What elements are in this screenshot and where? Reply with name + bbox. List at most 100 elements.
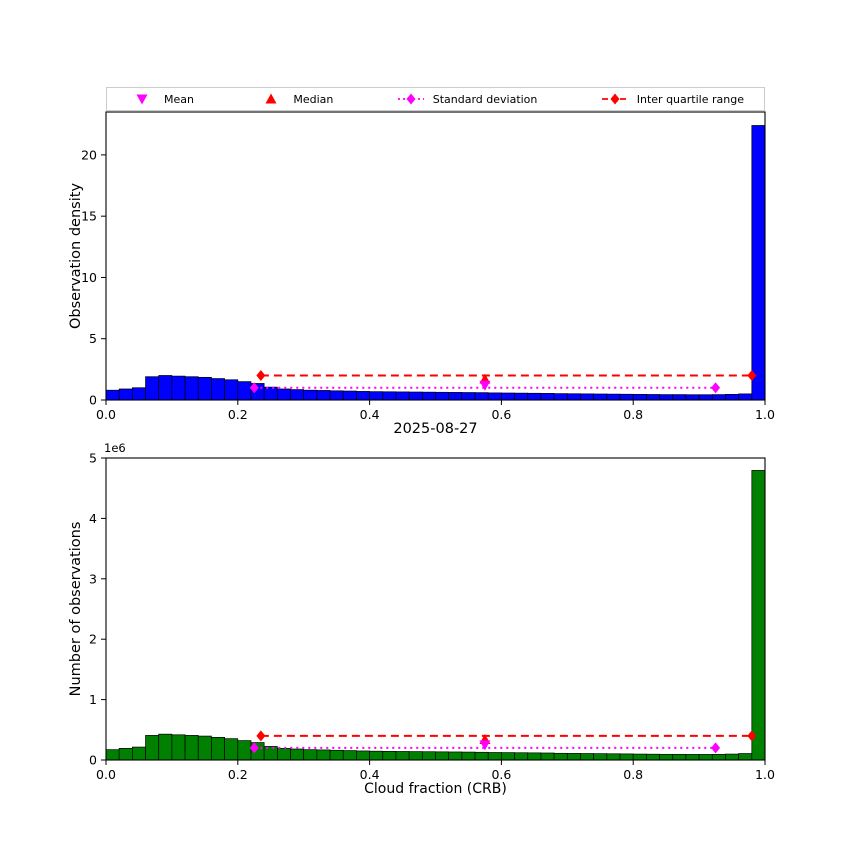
histogram-bar bbox=[369, 750, 384, 761]
median-marker-icon bbox=[265, 93, 277, 104]
histogram-bar bbox=[184, 735, 199, 761]
histogram-bar bbox=[540, 393, 555, 401]
histogram-bar bbox=[118, 388, 133, 401]
histogram-bar bbox=[540, 752, 555, 761]
y-tick-label: 4 bbox=[89, 511, 97, 526]
histogram-bar bbox=[487, 752, 502, 761]
histogram-bar bbox=[738, 753, 753, 761]
histogram-bar bbox=[395, 751, 410, 761]
histogram-bar bbox=[672, 394, 687, 401]
std-upper-marker bbox=[711, 382, 721, 394]
x-tick-label: 1.0 bbox=[755, 767, 775, 782]
x-tick-label: 0.0 bbox=[96, 767, 116, 782]
y-axis-label-counts: Number of observations bbox=[68, 522, 84, 697]
y-axis-offset-label: 1e6 bbox=[104, 441, 126, 455]
histogram-bar bbox=[171, 375, 186, 401]
legend-marker bbox=[265, 93, 277, 104]
histogram-bar bbox=[369, 391, 384, 401]
histogram-bar bbox=[685, 394, 700, 401]
legend-label: Median bbox=[293, 92, 334, 106]
legend-item-median: Median bbox=[256, 92, 333, 106]
x-tick-label: 1.0 bbox=[755, 407, 775, 422]
y-tick-label: 3 bbox=[89, 571, 97, 586]
histogram-bar bbox=[474, 392, 489, 401]
histogram-bar bbox=[514, 392, 529, 401]
legend-item-mean: Mean bbox=[127, 92, 194, 106]
histogram-bar bbox=[211, 736, 225, 761]
y-tick-label: 10 bbox=[81, 270, 97, 285]
histogram-bar bbox=[408, 751, 423, 761]
histogram-bar bbox=[158, 733, 173, 761]
histogram-bar bbox=[580, 393, 595, 401]
y-tick-label: 0 bbox=[89, 393, 97, 408]
histogram-bar bbox=[290, 389, 305, 401]
histogram-bar bbox=[158, 375, 173, 401]
histogram-bar bbox=[342, 750, 357, 761]
y-tick-label: 15 bbox=[81, 209, 97, 224]
axes-frame bbox=[105, 111, 766, 401]
y-tick-label: 5 bbox=[89, 331, 97, 346]
histogram-bar bbox=[593, 753, 608, 761]
histogram-bar bbox=[619, 753, 634, 761]
histogram-bar bbox=[566, 753, 581, 761]
histogram-bar bbox=[184, 376, 199, 401]
histogram-bar bbox=[672, 753, 687, 761]
histogram-bar bbox=[646, 753, 660, 761]
histogram-bar bbox=[263, 386, 278, 401]
histogram-bar bbox=[395, 391, 410, 401]
legend-marker bbox=[610, 93, 620, 105]
histogram-bar bbox=[224, 379, 239, 401]
histogram-bar bbox=[711, 394, 726, 401]
counts-histogram: 0.0 0.2 0.4 0.6 0.8 1.0 0 1 2 3 4 5 bbox=[89, 451, 775, 783]
std-upper-marker bbox=[711, 742, 721, 754]
histogram-bar bbox=[276, 388, 291, 401]
iqr-upper-marker bbox=[747, 730, 757, 742]
histogram-bar bbox=[105, 389, 120, 401]
y-tick-label: 1 bbox=[89, 692, 97, 707]
histogram-bar bbox=[448, 751, 463, 761]
x-tick-label: 0.4 bbox=[360, 407, 380, 422]
histogram-bar bbox=[580, 753, 595, 761]
histogram-bar bbox=[329, 390, 344, 401]
histogram-bar bbox=[237, 740, 252, 761]
mean-marker bbox=[479, 740, 491, 751]
histogram-bar bbox=[751, 125, 766, 401]
histogram-bar bbox=[171, 734, 186, 761]
y-axis-label-density: Observation density bbox=[68, 183, 84, 329]
histogram-bar bbox=[527, 752, 542, 761]
histogram-bar bbox=[593, 393, 608, 401]
histogram-bar bbox=[514, 752, 529, 761]
y-tick-label: 5 bbox=[89, 451, 97, 466]
histogram-bar bbox=[632, 394, 647, 401]
histogram-bar bbox=[751, 470, 766, 761]
y-tick-label: 20 bbox=[81, 147, 97, 162]
histogram-bar bbox=[606, 393, 621, 401]
histogram-bar bbox=[461, 392, 476, 401]
histogram-bar bbox=[711, 753, 726, 761]
histogram-bar bbox=[435, 391, 450, 401]
histogram-bar bbox=[197, 735, 212, 761]
histogram-bar bbox=[408, 391, 423, 401]
legend: Mean Median Standard deviation Inter quarti… bbox=[106, 87, 765, 111]
x-tick-label: 0.4 bbox=[360, 767, 380, 782]
histogram-bar bbox=[421, 751, 436, 761]
standard-deviation-marker-icon bbox=[397, 93, 424, 105]
histogram-bar bbox=[566, 393, 581, 401]
histogram-bar bbox=[263, 746, 278, 761]
histogram-bar bbox=[646, 394, 660, 401]
plot-title: 2025-08-27 bbox=[393, 421, 478, 437]
histogram-bar bbox=[290, 748, 305, 761]
histogram-bar bbox=[132, 387, 146, 401]
axes-frame bbox=[105, 457, 766, 761]
histogram-bar bbox=[698, 394, 713, 401]
histogram-bar bbox=[553, 752, 568, 761]
density-histogram: 0.0 0.2 0.4 0.6 0.8 1.0 0 5 10 15 20 bbox=[81, 111, 775, 422]
histogram-bar bbox=[606, 753, 621, 761]
x-tick-label: 0.6 bbox=[491, 407, 511, 422]
y-tick-label: 2 bbox=[89, 632, 97, 647]
x-tick-label: 0.8 bbox=[623, 767, 643, 782]
x-tick-label: 0.2 bbox=[228, 767, 248, 782]
histogram-bar bbox=[435, 751, 450, 761]
legend-item-inter-quartile-range: Inter quartile range bbox=[600, 92, 744, 106]
